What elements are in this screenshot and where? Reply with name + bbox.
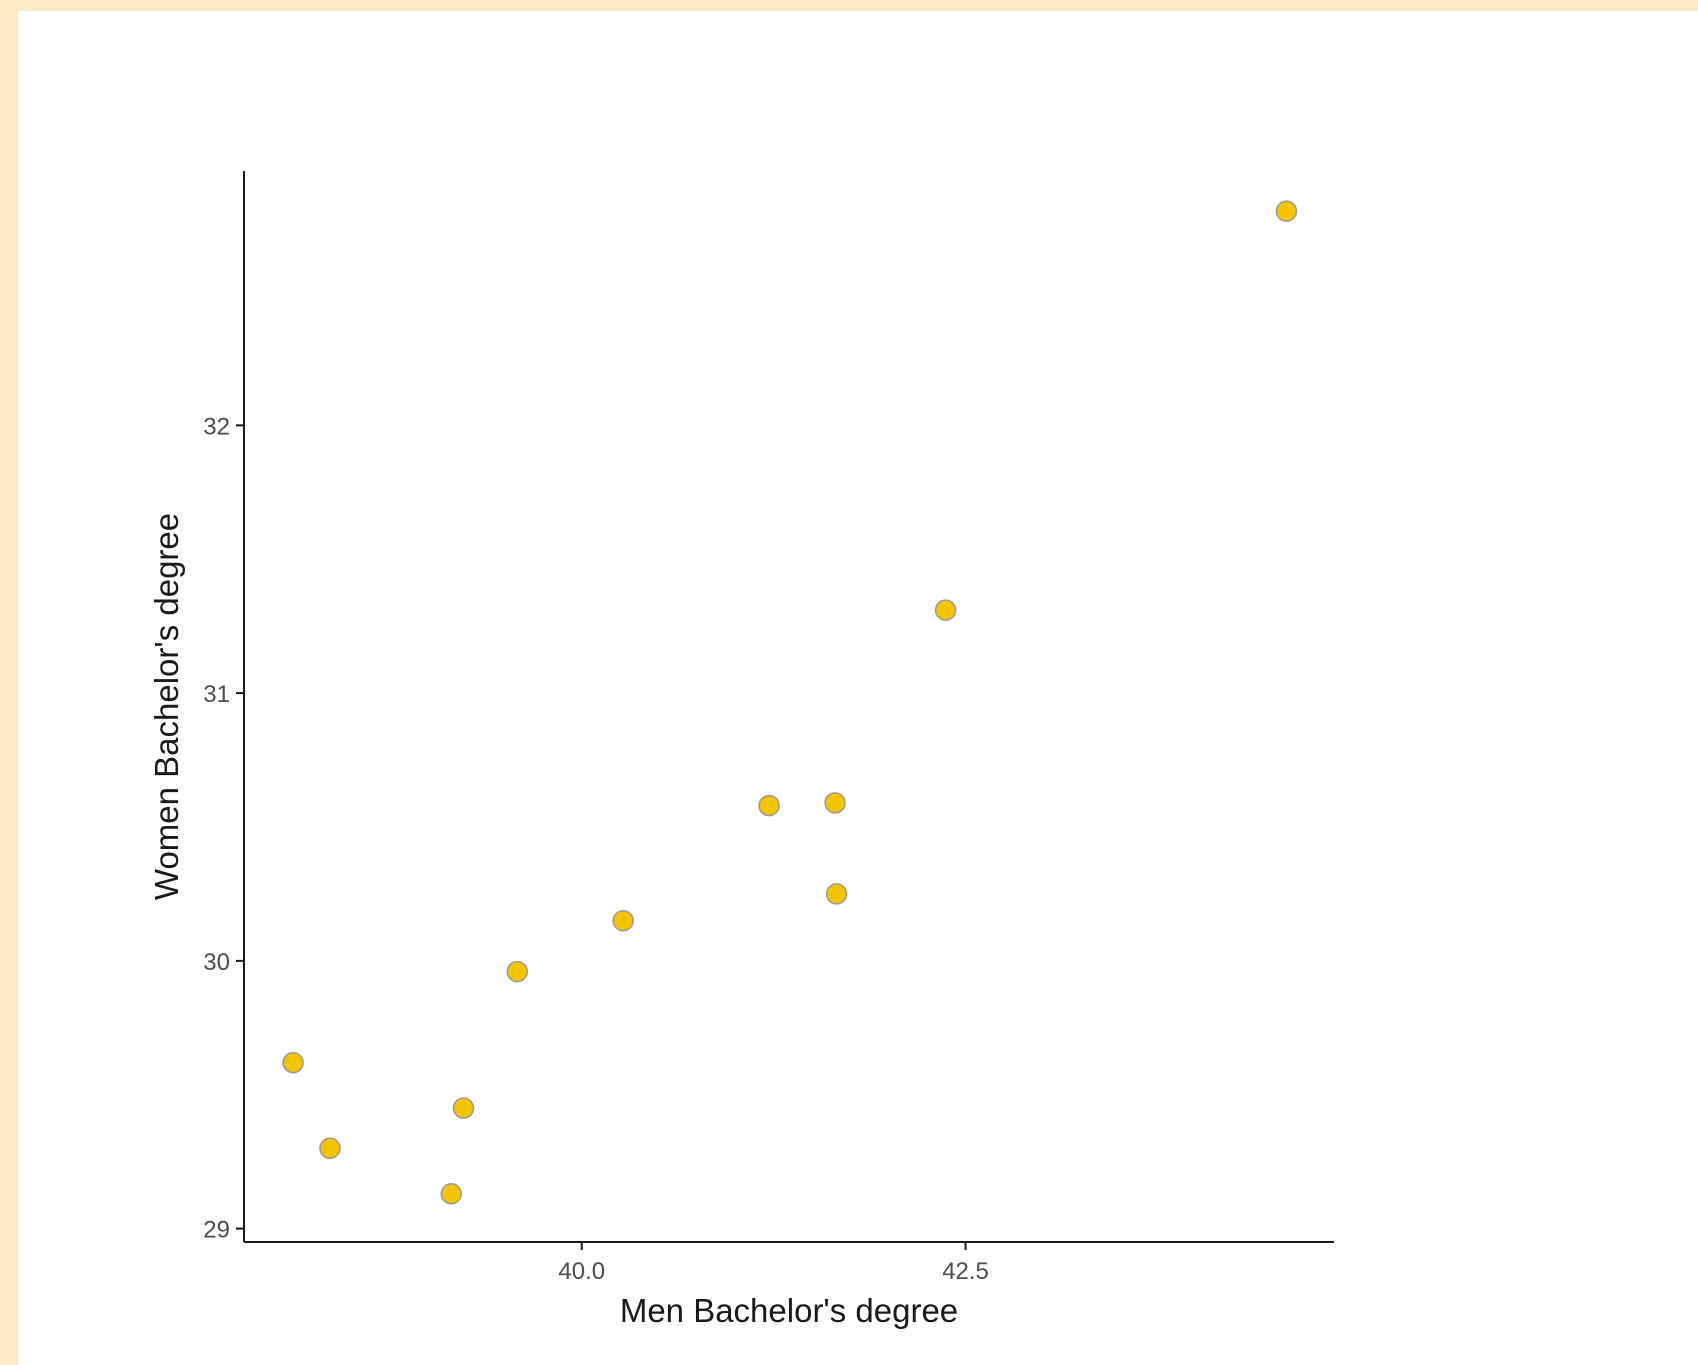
y-axis-title: Women Bachelor's degree <box>148 513 185 900</box>
y-tick-label: 32 <box>203 413 230 440</box>
chart-panel: 29 30 31 32 40.0 42.5 Men Bachelor's degree … <box>18 11 1698 1365</box>
data-point <box>440 1183 463 1205</box>
y-tick-label: 31 <box>203 681 230 708</box>
x-tick-label: 40.0 <box>558 1258 605 1285</box>
y-axis-ticks: 29 30 31 32 <box>203 413 244 1244</box>
data-point <box>825 883 848 905</box>
y-tick-label: 29 <box>203 1217 230 1244</box>
x-tick-label: 42.5 <box>942 1258 989 1285</box>
data-point <box>452 1097 475 1119</box>
data-point <box>282 1051 304 1074</box>
data-point <box>319 1137 341 1160</box>
y-tick-label: 30 <box>203 949 230 976</box>
points-layer <box>282 200 1298 1205</box>
data-point <box>758 794 780 817</box>
data-point <box>1275 200 1298 222</box>
data-point <box>934 599 957 621</box>
data-point <box>612 909 634 932</box>
data-point <box>506 960 529 983</box>
data-point <box>824 792 846 814</box>
x-axis-title: Men Bachelor's degree <box>620 1292 958 1329</box>
x-axis-ticks: 40.0 42.5 <box>558 1242 989 1285</box>
